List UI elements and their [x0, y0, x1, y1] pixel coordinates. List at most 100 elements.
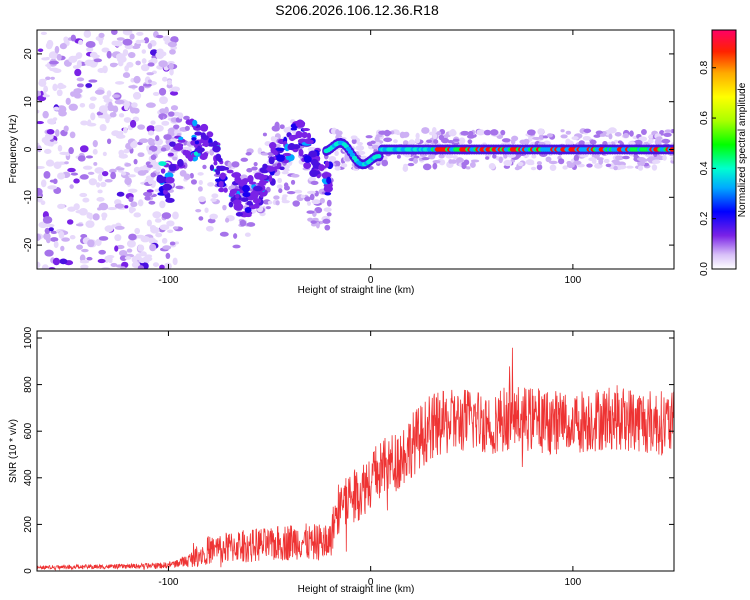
spectrogram-blob [79, 145, 89, 153]
spectrogram-blob [242, 178, 250, 183]
spectrogram-blob [168, 163, 177, 172]
spectrogram-blob [60, 245, 65, 252]
spectrogram-blob [603, 158, 610, 164]
spectrogram-blob [85, 155, 94, 159]
spectrogram-blob [156, 34, 164, 39]
spectrogram-blob [231, 161, 240, 168]
spectrogram-blob [231, 172, 242, 178]
spectrogram-blob [146, 237, 156, 242]
spectrogram-blob [52, 257, 61, 266]
spectrogram-blob [526, 129, 536, 136]
spectrogram-blob [130, 201, 138, 208]
spectrogram-blob [156, 176, 166, 184]
spectrogram-blob [275, 200, 280, 206]
spectrogram-blob [267, 200, 273, 205]
spectrogram-blob [636, 156, 646, 162]
spectrogram-blob [308, 176, 317, 182]
spectrogram-blob [303, 155, 312, 163]
spectrogram-blob [92, 148, 98, 155]
spectrogram-blob [167, 41, 177, 48]
spectrogram-blob [37, 233, 42, 241]
spectrogram-blob [146, 189, 154, 193]
spectrogram-blob [324, 160, 330, 168]
spectrogram-blob [57, 82, 65, 90]
spectrogram-blob [85, 83, 93, 88]
spectrogram-blob [201, 135, 209, 141]
spectrogram-blob [89, 51, 98, 58]
colorbar-label: Normalized spectral amplitude [737, 82, 748, 217]
spectrogram-blob [141, 49, 147, 54]
spectrogram-blob [519, 139, 527, 145]
spectrogram-blob [87, 171, 95, 175]
spectrogram-blob [288, 134, 296, 142]
spectrogram-blob [415, 132, 420, 139]
spectrogram-blob [273, 195, 280, 200]
spectrogram-blob [43, 171, 51, 179]
spectrogram-blob [240, 157, 249, 162]
colorbar-ticks: 0.0 0.2 0.4 0.6 0.8 [699, 60, 716, 276]
spectrogram-blob [85, 41, 96, 48]
spectrogram-blob [246, 168, 253, 173]
spectrogram-blob [144, 195, 151, 201]
spectrogram-blob [63, 125, 69, 132]
spectrogram-blob [55, 129, 60, 137]
spectrogram-blob [59, 43, 67, 50]
spectrogram-blob [219, 231, 229, 237]
spectrogram-blob [314, 206, 323, 214]
spectrogram-blob [488, 163, 496, 170]
spectrogram-blob [98, 249, 106, 255]
spectrogram-blob [311, 199, 321, 205]
spectrogram-blob [146, 72, 154, 76]
spectrogram-blob [641, 128, 647, 136]
spectrogram-blob [155, 165, 160, 173]
spectrogram-blob [147, 150, 153, 155]
spectrogram-blob [258, 173, 265, 182]
spectrogram-blob [225, 217, 230, 223]
spectrogram-blob [290, 127, 298, 131]
spectrogram-blob [315, 221, 320, 229]
colorbar-tick-label: 0.8 [699, 60, 710, 74]
spectrogram-blob [139, 39, 146, 43]
spectrogram-blob [165, 252, 171, 260]
spectrogram-blob [277, 177, 283, 184]
spectrogram-blob [44, 227, 51, 234]
spectrogram-blob [257, 147, 263, 155]
spectrogram-blob [123, 148, 130, 154]
spectrogram-blob [240, 197, 249, 203]
spectrogram-blob [322, 218, 331, 224]
spectrogram-blob [403, 131, 410, 137]
spectrogram-blob [498, 156, 503, 164]
spectrogram-blob [193, 151, 199, 156]
spectrogram-blob [266, 166, 276, 172]
spectrogram-blob [183, 173, 191, 181]
snr-y-ticks: 0 200 400 600 800 1000 [23, 326, 674, 574]
spectrogram-blob [44, 148, 52, 154]
spectrogram-blob [276, 184, 283, 189]
spectrogram-blob [326, 212, 332, 217]
spectrogram-blob [137, 265, 145, 269]
spectrogram-blob [128, 174, 136, 178]
spectrogram-blob [281, 195, 287, 203]
spectrogram-blob [228, 192, 235, 197]
spectrogram-blob [244, 207, 252, 213]
spectrogram-blob [466, 134, 475, 139]
spectrogram-blob [102, 151, 107, 157]
spectrogram-blob [40, 179, 47, 188]
spectrogram-blob [50, 76, 55, 80]
spectrogram-blob [651, 159, 661, 164]
spectrogram-blob [501, 138, 511, 143]
spectrogram-blob [197, 172, 204, 176]
spectrogram-blob [123, 126, 128, 134]
spectrogram-blob [114, 225, 125, 230]
spectrogram-blob [63, 36, 69, 43]
spectrogram-blob [66, 219, 74, 225]
spectrogram-blob [212, 145, 221, 153]
spectrogram-blob [262, 132, 267, 137]
spectrogram-blob [153, 124, 164, 132]
spectrogram-blob [137, 199, 144, 207]
spectrogram-blob [155, 232, 163, 238]
spectrogram-blob [654, 138, 662, 146]
spectrogram-blob [334, 150, 339, 157]
spectrogram-blob [646, 157, 653, 162]
